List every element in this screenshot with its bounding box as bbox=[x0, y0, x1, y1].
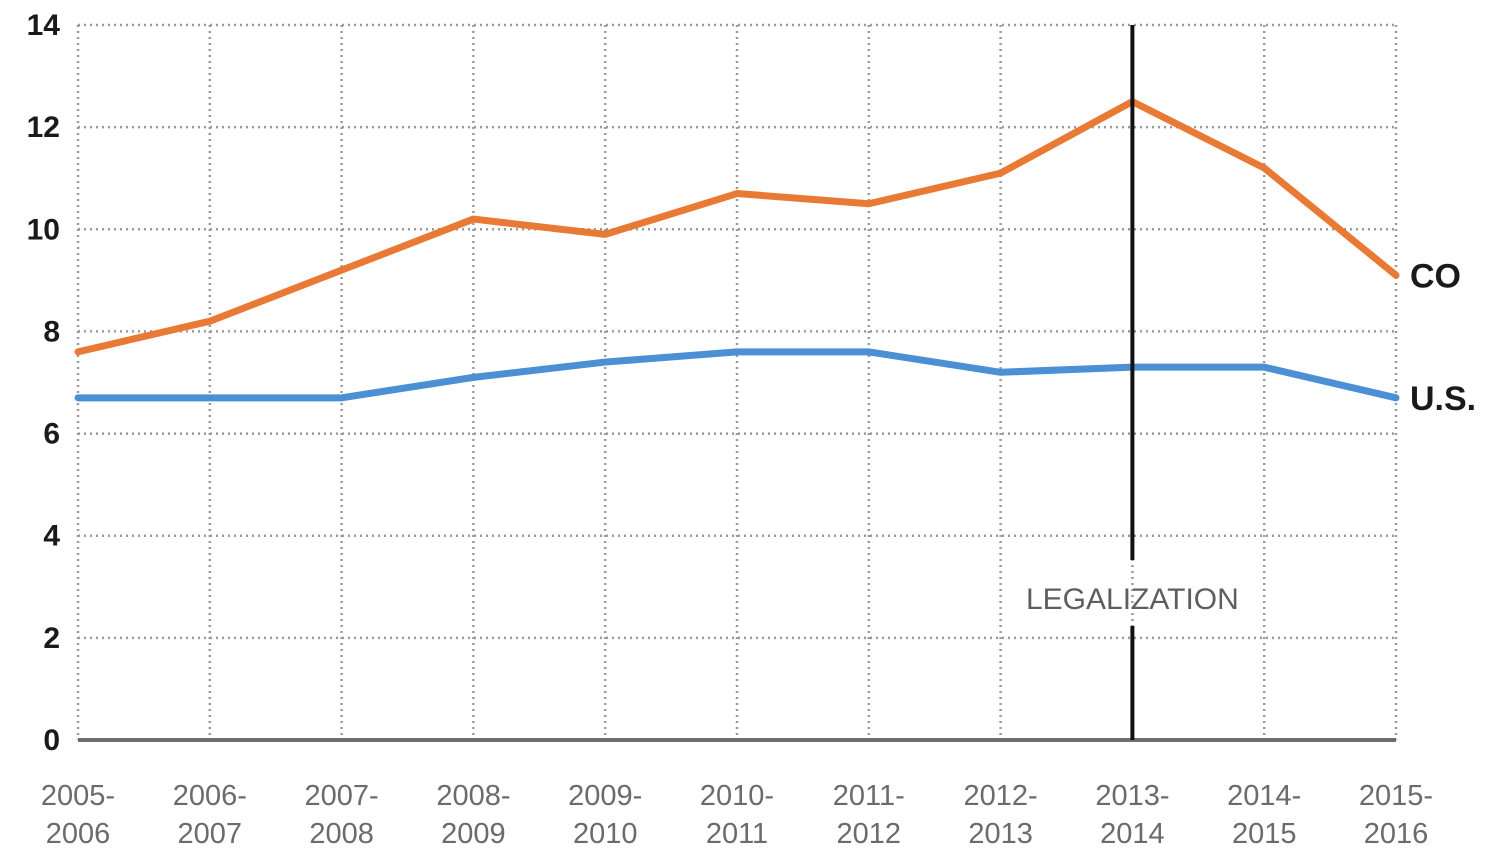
x-tick-label: 2015-2016 bbox=[1359, 780, 1433, 850]
tick-labels: 0 2 4 6 8 10 12 14 2005-2006 2006-2007 2007-2008 20… bbox=[27, 9, 1477, 850]
x-tick-label: 2007-2008 bbox=[305, 780, 379, 850]
x-tick-label: 2008-2009 bbox=[436, 780, 510, 850]
x-tick-label: 2009-2010 bbox=[568, 780, 642, 850]
y-tick-label: 2 bbox=[43, 622, 60, 655]
x-tick-label: 2014-2015 bbox=[1227, 780, 1301, 850]
y-tick-label: 14 bbox=[27, 9, 61, 42]
y-tick-label: 4 bbox=[43, 520, 60, 553]
y-tick-label: 8 bbox=[43, 315, 60, 348]
x-tick-label: 2012-2013 bbox=[964, 780, 1038, 850]
series-label-co: CO bbox=[1410, 257, 1461, 295]
series-label-us: U.S. bbox=[1410, 380, 1476, 418]
x-tick-label: 2013-2014 bbox=[1095, 780, 1169, 850]
y-tick-label: 10 bbox=[27, 213, 60, 246]
annotations: LEGALIZATION bbox=[1026, 25, 1239, 740]
y-tick-label: 12 bbox=[27, 111, 60, 144]
legalization-annotation: LEGALIZATION bbox=[1026, 583, 1239, 616]
y-tick-label: 6 bbox=[43, 418, 60, 451]
x-tick-label: 2011-2012 bbox=[833, 780, 905, 850]
x-tick-label: 2006-2007 bbox=[173, 780, 247, 850]
x-tick-label: 2010-2011 bbox=[700, 780, 774, 850]
x-tick-label: 2005-2006 bbox=[41, 780, 115, 850]
y-tick-label: 0 bbox=[43, 724, 60, 757]
